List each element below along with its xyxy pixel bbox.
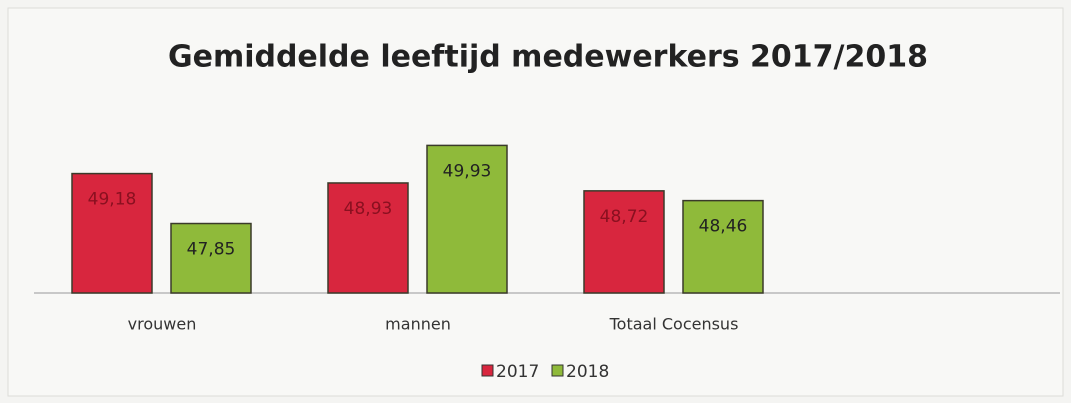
bar <box>682 199 764 294</box>
legend-label: 2017 <box>496 362 539 382</box>
data-label: 48,93 <box>344 199 393 219</box>
chart-title: Gemiddelde leeftijd medewerkers 2017/201… <box>168 40 928 75</box>
x-tick-label: Totaal Cocensus <box>609 315 739 334</box>
bar <box>583 190 665 294</box>
bar <box>327 182 409 294</box>
legend-swatch <box>481 364 494 377</box>
bar <box>71 172 153 294</box>
x-tick-label: mannen <box>385 315 451 334</box>
data-label: 47,85 <box>187 240 236 260</box>
chart-area <box>7 7 1064 397</box>
bar <box>170 222 252 294</box>
data-label: 49,93 <box>443 161 492 181</box>
bar <box>426 144 508 294</box>
legend-swatch <box>551 364 564 377</box>
data-label: 49,18 <box>88 190 137 210</box>
data-label: 48,46 <box>699 217 748 237</box>
legend-label: 2018 <box>566 362 609 382</box>
data-label: 48,72 <box>600 207 649 227</box>
x-tick-label: vrouwen <box>128 315 197 334</box>
